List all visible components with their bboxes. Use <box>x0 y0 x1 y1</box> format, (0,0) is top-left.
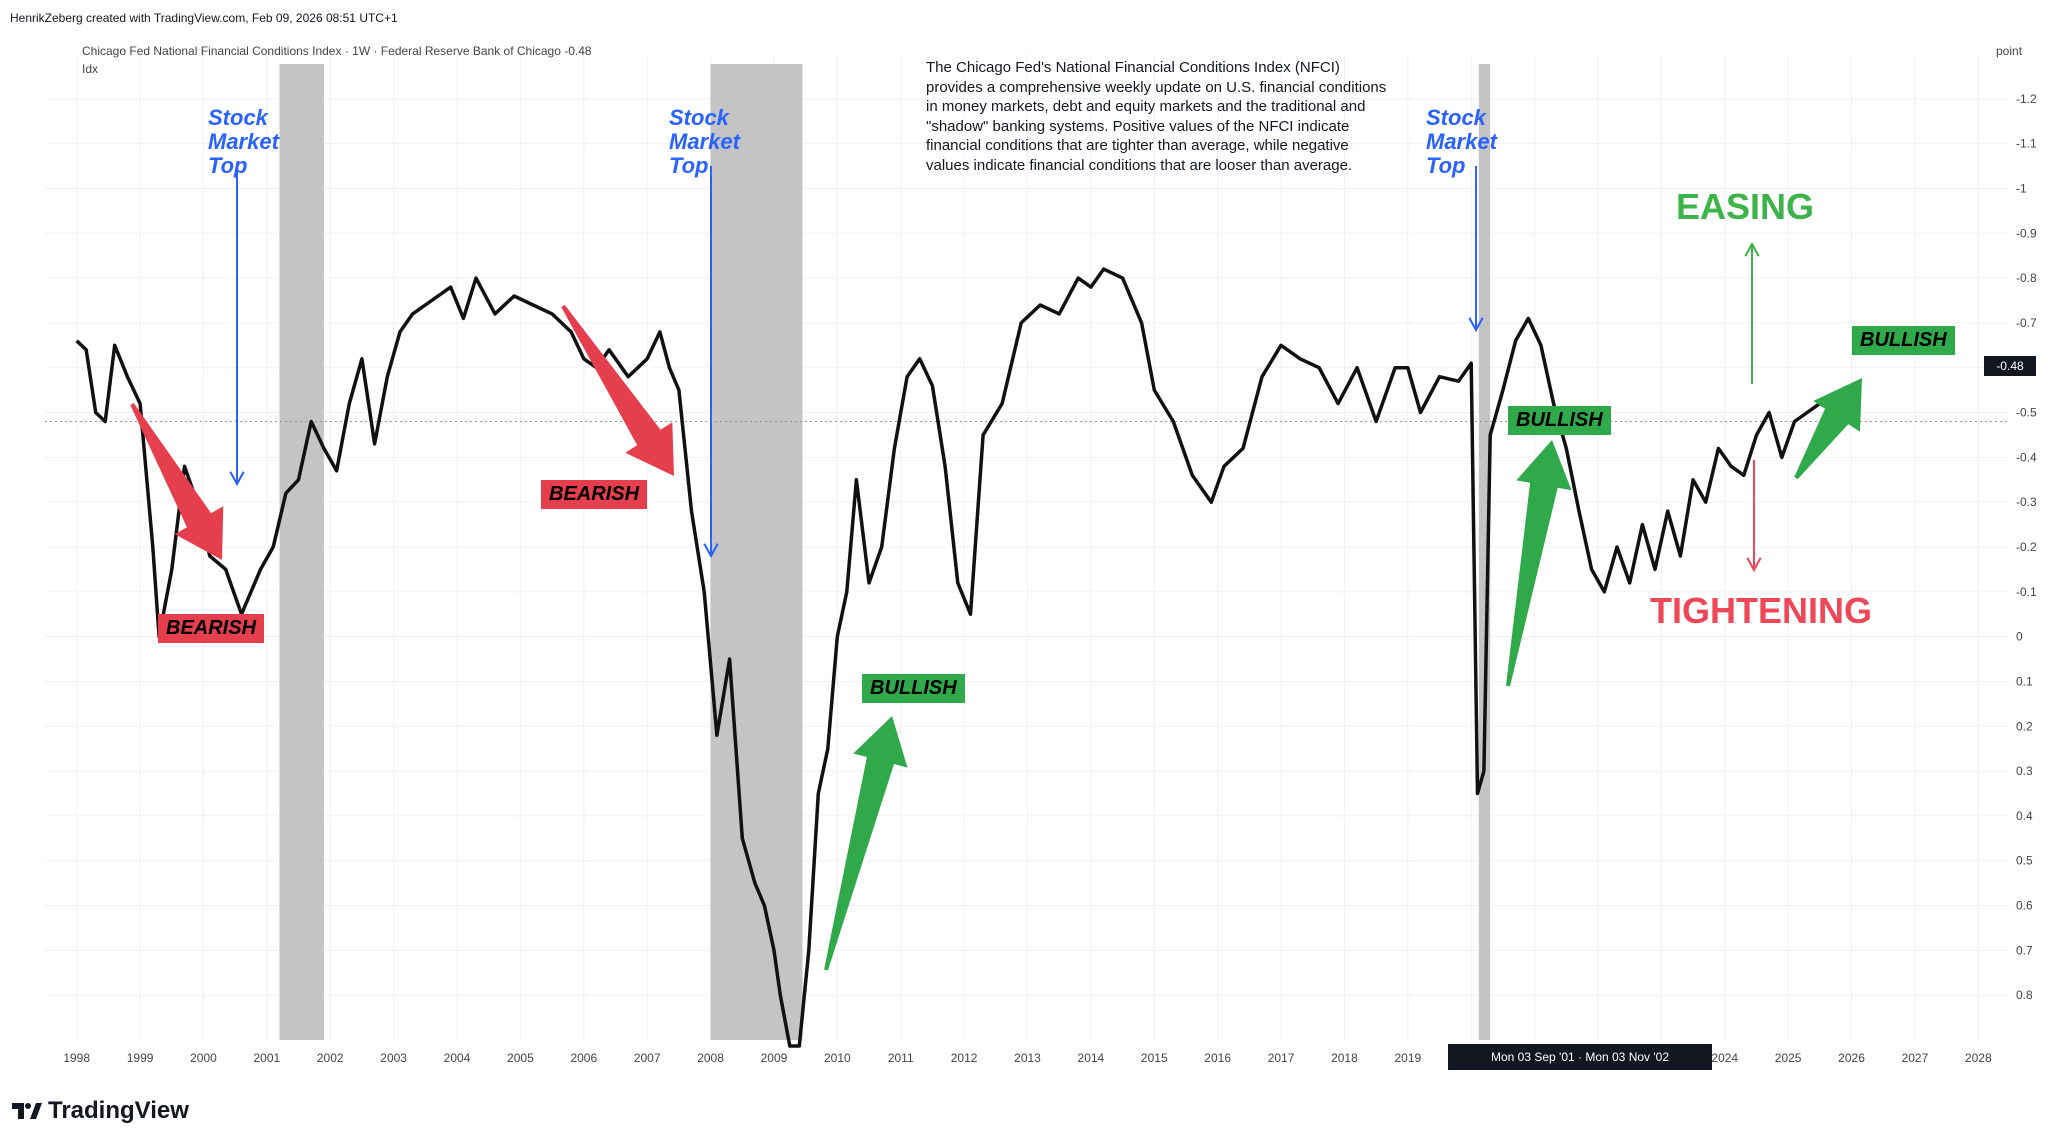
y-tick-label: 0.4 <box>2016 809 2033 823</box>
stock-market-top-label-2021: Stock Market Top <box>1426 105 1497 178</box>
bullish-arrow-2026 <box>1794 378 1862 480</box>
x-tick-label: 2013 <box>1014 1051 1041 1065</box>
y-tick-label: -1.1 <box>2016 137 2037 151</box>
y-tick-label: 0.7 <box>2016 943 2033 957</box>
stock-top-arrow-2000-head <box>229 471 245 487</box>
tradingview-logo[interactable]: TradingView <box>12 1097 189 1125</box>
y-tick-label: 0.8 <box>2016 988 2033 1002</box>
y-tick-label: -0.3 <box>2016 495 2037 509</box>
bearish-arrow-2007 <box>561 304 674 476</box>
y-tick-label: 0.5 <box>2016 854 2033 868</box>
bullish-tag-2026: BULLISH <box>1852 326 1955 355</box>
y-tick-label: -0.5 <box>2016 406 2037 420</box>
stock-top-arrow-2021-head <box>1468 317 1484 333</box>
gridlines <box>45 54 2010 1040</box>
x-tick-label: 2015 <box>1141 1051 1168 1065</box>
stock-market-top-label-2007: Stock Market Top <box>669 105 740 178</box>
x-tick-label: 2001 <box>254 1051 281 1065</box>
y-tick-label: 0.6 <box>2016 899 2033 913</box>
x-tick-label: 2014 <box>1078 1051 1105 1065</box>
recession-band <box>710 64 803 1040</box>
x-tick-label: 2026 <box>1838 1051 1865 1065</box>
y-tick-label: -0.7 <box>2016 316 2037 330</box>
last-value-badge: -0.48 <box>1984 356 2036 376</box>
x-tick-label: 1999 <box>127 1051 154 1065</box>
date-range-tooltip: Mon 03 Sep '01 · Mon 03 Nov '02 <box>1448 1044 1712 1070</box>
x-tick-label: 2012 <box>951 1051 978 1065</box>
stock-market-top-label-2000: Stock Market Top <box>208 105 279 178</box>
x-tick-label: 2005 <box>507 1051 534 1065</box>
bullish-arrow-2020 <box>1506 440 1572 687</box>
y-tick-label: 0.3 <box>2016 764 2033 778</box>
y-tick-label: 0.2 <box>2016 719 2033 733</box>
x-tick-label: 2003 <box>380 1051 407 1065</box>
annotation-arrows <box>130 166 1862 971</box>
y-axis: -1.2-1.1-1-0.9-0.8-0.7-0.6-0.5-0.4-0.3-0… <box>2016 92 2037 1002</box>
x-tick-label: 2007 <box>634 1051 661 1065</box>
bearish-tag-2007: BEARISH <box>541 480 648 509</box>
x-tick-label: 2017 <box>1268 1051 1295 1065</box>
stock-top-arrow-2007-head <box>703 543 719 559</box>
nfci-description: The Chicago Fed's National Financial Con… <box>926 59 1387 174</box>
bearish-arrow-2000 <box>130 403 224 560</box>
x-tick-label: 2018 <box>1331 1051 1358 1065</box>
nfci-line <box>75 267 1859 1048</box>
y-tick-label: -1 <box>2016 181 2027 195</box>
indicator-name: Chicago Fed National Financial Condition… <box>82 44 561 58</box>
x-tick-label: 2025 <box>1775 1051 1802 1065</box>
indicator-title: Chicago Fed National Financial Condition… <box>82 44 592 58</box>
tightening-label: TIGHTENING <box>1650 590 1872 631</box>
x-tick-label: 2028 <box>1965 1051 1992 1065</box>
y-tick-label: -0.9 <box>2016 226 2037 240</box>
easing-label: EASING <box>1676 186 1815 227</box>
y-tick-label: 0 <box>2016 630 2023 644</box>
y-tick-label: -0.4 <box>2016 450 2037 464</box>
x-tick-label: 2004 <box>444 1051 471 1065</box>
tradingview-logo-icon <box>12 1103 42 1119</box>
x-tick-label: 2024 <box>1711 1051 1738 1065</box>
recession-band <box>279 64 324 1040</box>
x-axis: 1998 1999 2000 2001 2002 2003 2004 2005 2006 2007… <box>63 1051 1992 1065</box>
x-tick-label: 2000 <box>190 1051 217 1065</box>
recession-band <box>1478 64 1491 1040</box>
publisher-caption: HenrikZeberg created with TradingView.co… <box>10 11 398 25</box>
x-tick-label: 2006 <box>570 1051 597 1065</box>
x-tick-label: 2008 <box>697 1051 724 1065</box>
bullish-tag-2020: BULLISH <box>1508 406 1611 435</box>
x-tick-label: 2011 <box>888 1051 914 1065</box>
bullish-arrow-2009 <box>824 716 908 971</box>
easing-arrow-head <box>1744 241 1760 257</box>
y-tick-label: 0.1 <box>2016 674 2033 688</box>
x-tick-label: 2010 <box>824 1051 851 1065</box>
y-tick-label: -0.1 <box>2016 585 2037 599</box>
x-tick-label: 1998 <box>63 1051 90 1065</box>
x-tick-label: 2019 <box>1394 1051 1421 1065</box>
y-tick-label: -0.8 <box>2016 271 2037 285</box>
y-tick-label: -1.2 <box>2016 92 2037 106</box>
tightening-arrow-head <box>1746 557 1762 573</box>
x-tick-label: 2027 <box>1902 1051 1929 1065</box>
y-axis-unit: point <box>1996 44 2023 58</box>
x-tick-label: 2002 <box>317 1051 344 1065</box>
indicator-value: -0.48 <box>564 44 592 58</box>
x-tick-label: 2016 <box>1204 1051 1231 1065</box>
recession-bands <box>279 64 1491 1040</box>
tradingview-logo-text: TradingView <box>48 1097 189 1124</box>
bullish-tag-2009: BULLISH <box>862 674 965 703</box>
indicator-unit: Idx <box>82 62 99 76</box>
x-tick-label: 2009 <box>761 1051 788 1065</box>
bearish-tag-2000: BEARISH <box>158 614 265 643</box>
y-tick-label: -0.2 <box>2016 540 2037 554</box>
